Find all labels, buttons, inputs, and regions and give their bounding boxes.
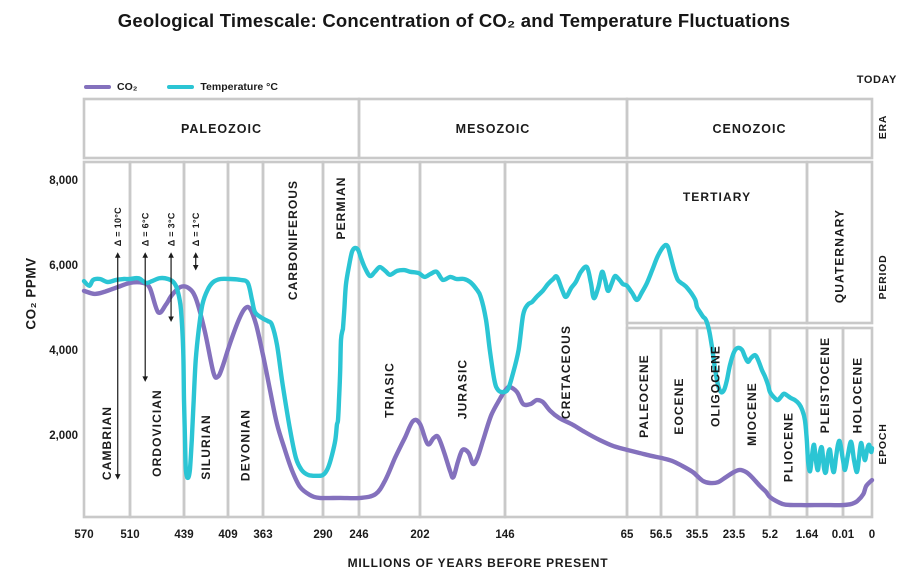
x-tick-290: 290 [313, 529, 332, 541]
period-box-jurasic [418, 160, 507, 519]
delta-annotation-10-c: Δ = 10°C [113, 207, 123, 246]
y-tick-8000: 8,000 [49, 175, 78, 187]
side-label-epoch: EPOCH [877, 423, 889, 464]
x-tick-1-64: 1.64 [796, 529, 819, 541]
epoch-label-oligocene: OLIGOCENE [709, 345, 723, 427]
period-label-quaternary: QUATERNARY [833, 209, 847, 303]
x-tick-363: 363 [253, 529, 272, 541]
x-tick-439: 439 [174, 529, 193, 541]
period-box-quaternary [805, 160, 874, 325]
delta-arrowhead-top-10-c [114, 252, 121, 258]
page-title: Geological Timescale: Concentration of C… [117, 10, 791, 31]
x-tick-146: 146 [495, 529, 514, 541]
epoch-label-paleocene: PALEOCENE [637, 354, 651, 438]
delta-arrowhead-bottom-1-c [192, 265, 199, 271]
legend-label-temperature: Temperature °C [200, 81, 278, 93]
y-tick-2000: 2,000 [49, 430, 78, 442]
era-label-cenozoic: CENOZOIC [713, 122, 787, 136]
x-tick-56-5: 56.5 [650, 529, 673, 541]
x-tick-202: 202 [410, 529, 429, 541]
epoch-label-pleistocene: PLEISTOCENE [818, 337, 832, 434]
legend-item-temperature: Temperature °C [167, 81, 278, 93]
delta-annotation-3-c: Δ = 3°C [167, 212, 177, 246]
co-curve [81, 280, 875, 508]
temperature-line-swatch [167, 85, 195, 89]
delta-arrowhead-top-3-c [168, 252, 174, 258]
side-label-period: PERIOD [877, 254, 889, 299]
period-label-permian: PERMIAN [334, 176, 348, 239]
period-label-cretaceous: CRETACEOUS [559, 325, 573, 419]
delta-arrowhead-bottom-10-c [114, 474, 121, 480]
x-tick-409: 409 [218, 529, 237, 541]
temperature-c-curve [81, 242, 875, 481]
era-label-paleozoic: PALEOZOIC [181, 122, 262, 136]
y-tick-4000: 4,000 [49, 345, 78, 357]
period-label-carboniferous: CARBONIFEROUS [286, 180, 300, 300]
x-axis-title: MILLIONS OF YEARS BEFORE PRESENT [347, 556, 609, 570]
legend-label-co2: CO₂ [117, 81, 138, 93]
x-tick-0-01: 0.01 [832, 529, 855, 541]
delta-annotation-6-c: Δ = 6°C [141, 212, 151, 246]
x-tick-570: 570 [74, 529, 93, 541]
period-label-ordovician: ORDOVICIAN [150, 389, 164, 477]
delta-arrowhead-bottom-3-c [168, 316, 174, 322]
epoch-label-pliocene: PLIOCENE [782, 412, 796, 482]
period-box-triasic [357, 160, 422, 519]
era-label-mesozoic: MESOZOIC [456, 122, 531, 136]
legend: CO₂ Temperature °C [84, 81, 278, 93]
epoch-label-holocene: HOLOCENE [851, 357, 865, 434]
period-label-tertiary: TERTIARY [683, 190, 751, 204]
epoch-label-miocene: MIOCENE [745, 382, 759, 446]
period-label-triasic: TRIASIC [383, 362, 397, 418]
side-label-era: ERA [877, 115, 889, 140]
legend-item-co2: CO₂ [84, 81, 137, 93]
era-box-cenozoic [625, 97, 874, 160]
period-box-tertiary [625, 160, 809, 325]
delta-arrowhead-top-1-c [192, 252, 199, 258]
delta-annotation-1-c: Δ = 1°C [191, 212, 201, 246]
co2-line-swatch [84, 85, 111, 89]
today-label: TODAY [856, 74, 897, 86]
period-label-silurian: SILURIAN [199, 414, 213, 479]
x-tick-510: 510 [120, 529, 139, 541]
y-tick-6000: 6,000 [49, 260, 78, 272]
period-label-cambrian: CAMBRIAN [100, 406, 114, 480]
x-tick-0: 0 [869, 529, 875, 541]
x-tick-23-5: 23.5 [723, 529, 746, 541]
x-tick-246: 246 [349, 529, 368, 541]
x-tick-35-5: 35.5 [686, 529, 709, 541]
period-label-devonian: DEVONIAN [239, 409, 253, 481]
period-label-jurasic: JURASIC [456, 359, 470, 419]
delta-arrowhead-bottom-6-c [142, 376, 149, 382]
epoch-box-holocene [841, 326, 874, 519]
epoch-label-eocene: EOCENE [672, 377, 686, 434]
x-tick-5-2: 5.2 [762, 529, 778, 541]
y-axis-title: CO₂ PPMV [23, 257, 39, 330]
delta-arrowhead-top-6-c [142, 252, 149, 258]
x-tick-65: 65 [621, 529, 634, 541]
